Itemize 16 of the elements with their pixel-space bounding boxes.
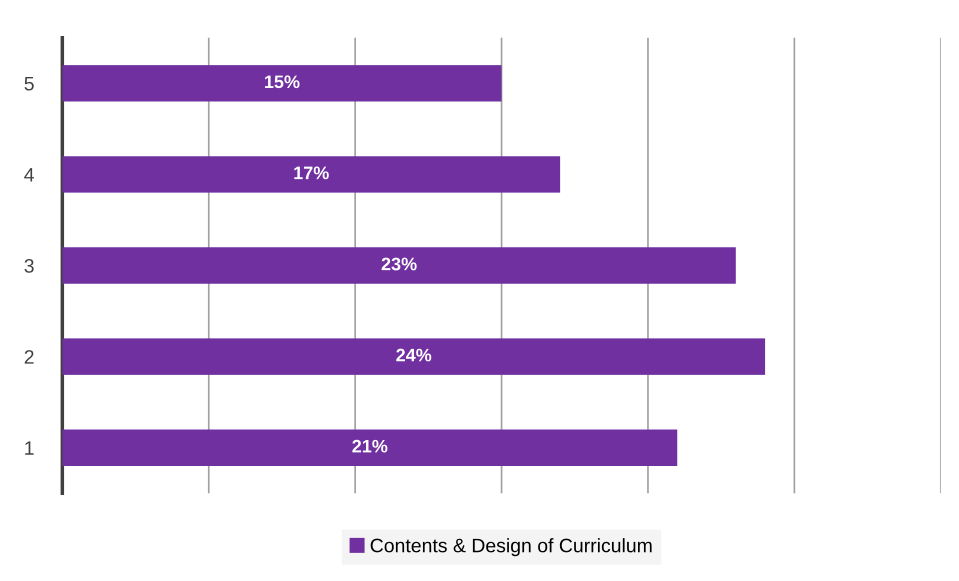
data-label: 15%: [265, 75, 300, 88]
bar: [62, 247, 736, 284]
y-tick-label: 2: [24, 350, 34, 364]
bar: [62, 156, 560, 193]
data-label: 23%: [382, 258, 417, 270]
bar: [62, 430, 678, 466]
bar: [62, 338, 766, 375]
y-tick-label: 5: [24, 76, 34, 91]
y-tick-label: 4: [24, 168, 34, 182]
data-label: 17%: [294, 166, 329, 180]
data-label: 21%: [352, 440, 388, 453]
y-tick-label: 3: [24, 258, 34, 273]
y-tick-label: 1: [25, 441, 34, 455]
bar: [62, 65, 502, 102]
data-label: 24%: [396, 348, 432, 362]
legend-label: Contents & Design of Curriculum: [370, 538, 652, 556]
